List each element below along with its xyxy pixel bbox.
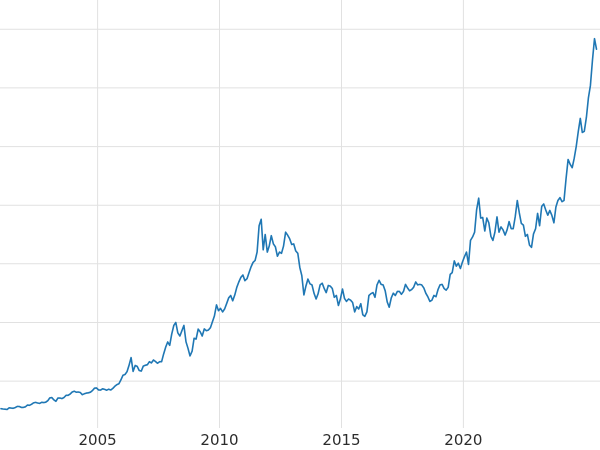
x-tick-label: 2015 [322, 431, 360, 449]
gridlines [0, 0, 600, 428]
x-tick-label: 2010 [200, 431, 238, 449]
data-series-line [0, 37, 598, 411]
x-tick-label: 2005 [79, 431, 117, 449]
x-axis-tick-labels: 2005 2010 2015 2020 [79, 431, 483, 449]
x-tick-label: 2020 [444, 431, 482, 449]
